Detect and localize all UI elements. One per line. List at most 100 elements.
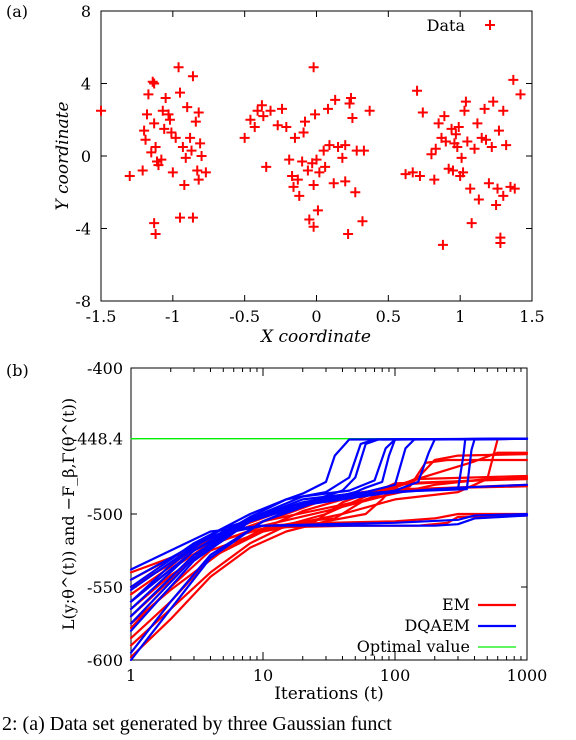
- panel-b-xtick-label: 1: [126, 666, 136, 685]
- data-point: [139, 125, 150, 136]
- data-point: [166, 127, 177, 138]
- data-point: [433, 118, 444, 129]
- data-point: [308, 180, 319, 190]
- legend-entry-data: Data: [427, 16, 466, 35]
- data-point: [146, 147, 157, 158]
- data-point: [143, 89, 154, 100]
- data-point: [314, 167, 325, 178]
- data-point: [344, 98, 355, 109]
- legend-entry-dqaem: DQAEM: [404, 616, 470, 635]
- data-point: [337, 152, 348, 163]
- panel-b-ytick-label: -600: [87, 651, 123, 670]
- panel-b-label: (b): [6, 361, 29, 380]
- data-point: [350, 187, 361, 198]
- data-point: [167, 167, 178, 178]
- data-point: [479, 103, 490, 114]
- data-point: [462, 136, 473, 147]
- data-point: [298, 127, 309, 138]
- data-point: [308, 62, 319, 73]
- data-point: [429, 174, 440, 185]
- data-point: [469, 143, 480, 154]
- legend-entry-optimal-value: Optimal value: [357, 637, 470, 656]
- series-line-em: [129, 437, 529, 647]
- data-point: [153, 160, 164, 171]
- data-point: [417, 107, 428, 118]
- panel-b-xtick-label: 100: [380, 666, 411, 685]
- data-point: [177, 141, 188, 152]
- panel-a-xtick-label: -0.5: [229, 307, 260, 326]
- data-point: [340, 176, 351, 187]
- data-point: [509, 183, 520, 194]
- data-point: [498, 190, 509, 201]
- data-point: [481, 134, 492, 145]
- data-point: [272, 120, 283, 131]
- data-point: [287, 170, 298, 181]
- series-line-dqaem: [129, 437, 529, 654]
- panel-b-ylabel: L(y;θ^(t)) and −F_β,Γ(θ^(t)): [59, 398, 78, 630]
- data-point: [459, 105, 470, 116]
- data-point: [492, 183, 503, 194]
- data-point: [460, 96, 471, 107]
- data-point: [281, 122, 292, 132]
- panel-a-xtick-label: 0: [311, 307, 321, 326]
- data-point: [182, 102, 193, 113]
- data-point: [501, 140, 512, 151]
- data-point: [343, 228, 354, 239]
- data-point: [318, 145, 329, 156]
- data-point: [466, 218, 477, 229]
- data-point: [452, 141, 463, 152]
- data-point: [170, 132, 181, 143]
- series-line-dqaem: [129, 483, 529, 581]
- data-point: [308, 221, 319, 232]
- data-point: [498, 105, 509, 116]
- data-point: [192, 165, 203, 176]
- data-point: [304, 214, 315, 225]
- series-line-dqaem: [129, 437, 529, 603]
- panel-b: (b) 1 10 100 1000 -600 -550 -500 -448.4 -400 EM D…: [6, 359, 547, 704]
- data-point: [175, 87, 186, 98]
- data-point: [196, 151, 207, 161]
- data-point: [493, 125, 504, 136]
- series-line-dqaem: [129, 437, 529, 618]
- data-point: [322, 103, 333, 114]
- figure-caption: 2: (a) Data set generated by three Gauss…: [2, 713, 392, 735]
- legend-entry-em: EM: [442, 595, 470, 614]
- data-point: [491, 199, 502, 210]
- data-point: [187, 212, 198, 223]
- data-point: [450, 129, 461, 140]
- data-point: [400, 169, 411, 180]
- data-point: [96, 105, 106, 116]
- panel-b-xtick-label: 10: [253, 666, 273, 685]
- data-point: [288, 181, 299, 192]
- data-point: [289, 132, 300, 143]
- data-point: [137, 165, 148, 176]
- panel-a-xtick-label: 1: [455, 307, 465, 326]
- data-point: [515, 89, 526, 100]
- panel-a-data-points: [96, 62, 526, 250]
- data-point: [488, 96, 499, 107]
- series-line-dqaem: [129, 512, 529, 603]
- data-point: [150, 141, 161, 152]
- data-point: [357, 216, 368, 227]
- data-point: [256, 100, 267, 111]
- data-point: [340, 140, 351, 151]
- data-point: [252, 105, 263, 116]
- panel-a-xtick-label: 1.5: [519, 307, 544, 326]
- data-point: [150, 228, 161, 239]
- data-point: [437, 239, 448, 250]
- data-point: [239, 132, 250, 143]
- data-point: [173, 62, 184, 73]
- panel-a-ytick-label: 0: [81, 147, 91, 166]
- panel-a-xtick-label: -1: [165, 307, 181, 326]
- panel-a-ytick-label: 4: [81, 75, 91, 94]
- data-point: [261, 161, 272, 172]
- series-line-dqaem: [129, 437, 529, 662]
- data-point: [347, 112, 358, 123]
- data-point: [458, 167, 469, 178]
- data-point: [265, 105, 276, 116]
- data-point: [149, 78, 160, 89]
- data-point: [193, 107, 204, 118]
- panel-a-legend: Data: [427, 16, 495, 35]
- data-point: [447, 165, 458, 176]
